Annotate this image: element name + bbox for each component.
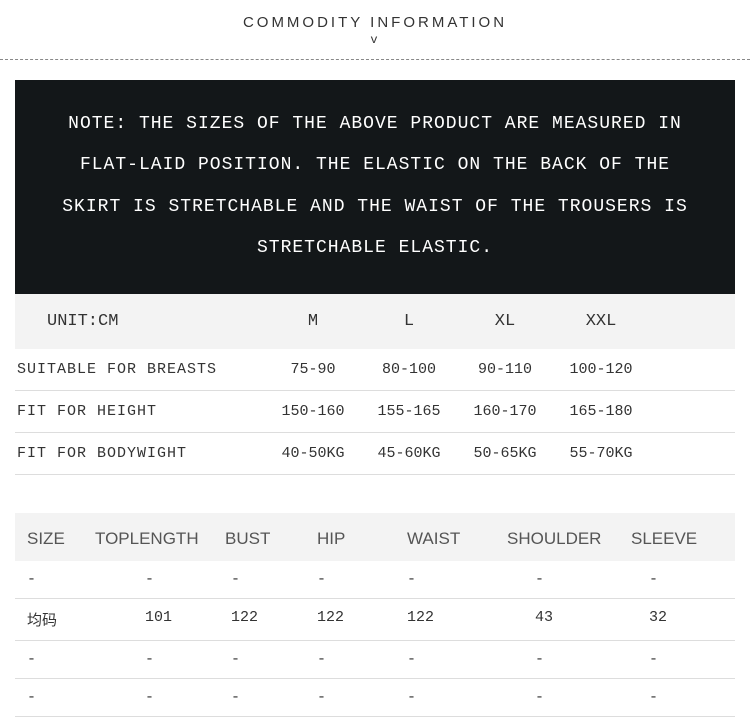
cell: - [631, 651, 721, 668]
cell: 40-50KG [265, 445, 361, 462]
cell: 75-90 [265, 361, 361, 378]
cell: 32 [631, 609, 721, 630]
cell: 43 [507, 609, 631, 630]
cell: - [507, 571, 631, 588]
cell: - [225, 651, 317, 668]
cell: 均码 [15, 609, 95, 630]
dim-col-bust: BUST [225, 529, 317, 549]
dim-col-sleeve: SLEEVE [631, 529, 721, 549]
cell: - [15, 571, 95, 588]
cell: - [15, 689, 95, 706]
cell: - [317, 571, 407, 588]
table-row: - - - - - - - [15, 679, 735, 717]
table-row: - - - - - - - [15, 641, 735, 679]
cell: - [407, 651, 507, 668]
size-col-xl: XL [457, 312, 553, 331]
unit-label: UNIT:CM [15, 312, 265, 331]
spacer [15, 475, 735, 513]
dim-col-shoulder: SHOULDER [507, 529, 631, 549]
row-label: FIT FOR HEIGHT [15, 403, 265, 420]
dim-header-row: SIZE TOPLENGTH BUST HIP WAIST SHOULDER S… [15, 513, 735, 561]
cell: - [631, 571, 721, 588]
cell: - [95, 689, 225, 706]
cell: - [317, 651, 407, 668]
cell: 80-100 [361, 361, 457, 378]
cell: 101 [95, 609, 225, 630]
cell: 122 [317, 609, 407, 630]
cell: 55-70KG [553, 445, 649, 462]
sizes-header-row: UNIT:CM M L XL XXL [15, 294, 735, 349]
cell: 165-180 [553, 403, 649, 420]
cell: 50-65KG [457, 445, 553, 462]
page-title: COMMODITY INFORMATION [0, 14, 750, 31]
cell: - [407, 689, 507, 706]
dim-col-hip: HIP [317, 529, 407, 549]
note-box: NOTE: THE SIZES OF THE ABOVE PRODUCT ARE… [15, 80, 735, 294]
cell: 155-165 [361, 403, 457, 420]
cell: 122 [225, 609, 317, 630]
table-row: FIT FOR BODYWIGHT 40-50KG 45-60KG 50-65K… [15, 433, 735, 475]
cell: 160-170 [457, 403, 553, 420]
dim-col-size: SIZE [15, 529, 95, 549]
cell: - [507, 651, 631, 668]
content: NOTE: THE SIZES OF THE ABOVE PRODUCT ARE… [0, 80, 750, 717]
size-col-xxl: XXL [553, 312, 649, 331]
divider [0, 59, 750, 60]
cell: 100-120 [553, 361, 649, 378]
cell: 45-60KG [361, 445, 457, 462]
dim-col-toplength: TOPLENGTH [95, 529, 225, 549]
cell: - [95, 571, 225, 588]
cell: - [225, 689, 317, 706]
chevron-down-icon: v [0, 33, 750, 47]
cell: - [631, 689, 721, 706]
cell: - [317, 689, 407, 706]
size-col-m: M [265, 312, 361, 331]
table-row: FIT FOR HEIGHT 150-160 155-165 160-170 1… [15, 391, 735, 433]
cell: 90-110 [457, 361, 553, 378]
table-row: SUITABLE FOR BREASTS 75-90 80-100 90-110… [15, 349, 735, 391]
cell: 150-160 [265, 403, 361, 420]
cell: - [407, 571, 507, 588]
cell: - [95, 651, 225, 668]
dim-col-waist: WAIST [407, 529, 507, 549]
table-row: 均码 101 122 122 122 43 32 [15, 599, 735, 641]
cell: - [225, 571, 317, 588]
row-label: SUITABLE FOR BREASTS [15, 361, 265, 378]
table-row: - - - - - - - [15, 561, 735, 599]
header: COMMODITY INFORMATION v [0, 0, 750, 53]
cell: - [15, 651, 95, 668]
row-label: FIT FOR BODYWIGHT [15, 445, 265, 462]
cell: - [507, 689, 631, 706]
size-col-l: L [361, 312, 457, 331]
cell: 122 [407, 609, 507, 630]
